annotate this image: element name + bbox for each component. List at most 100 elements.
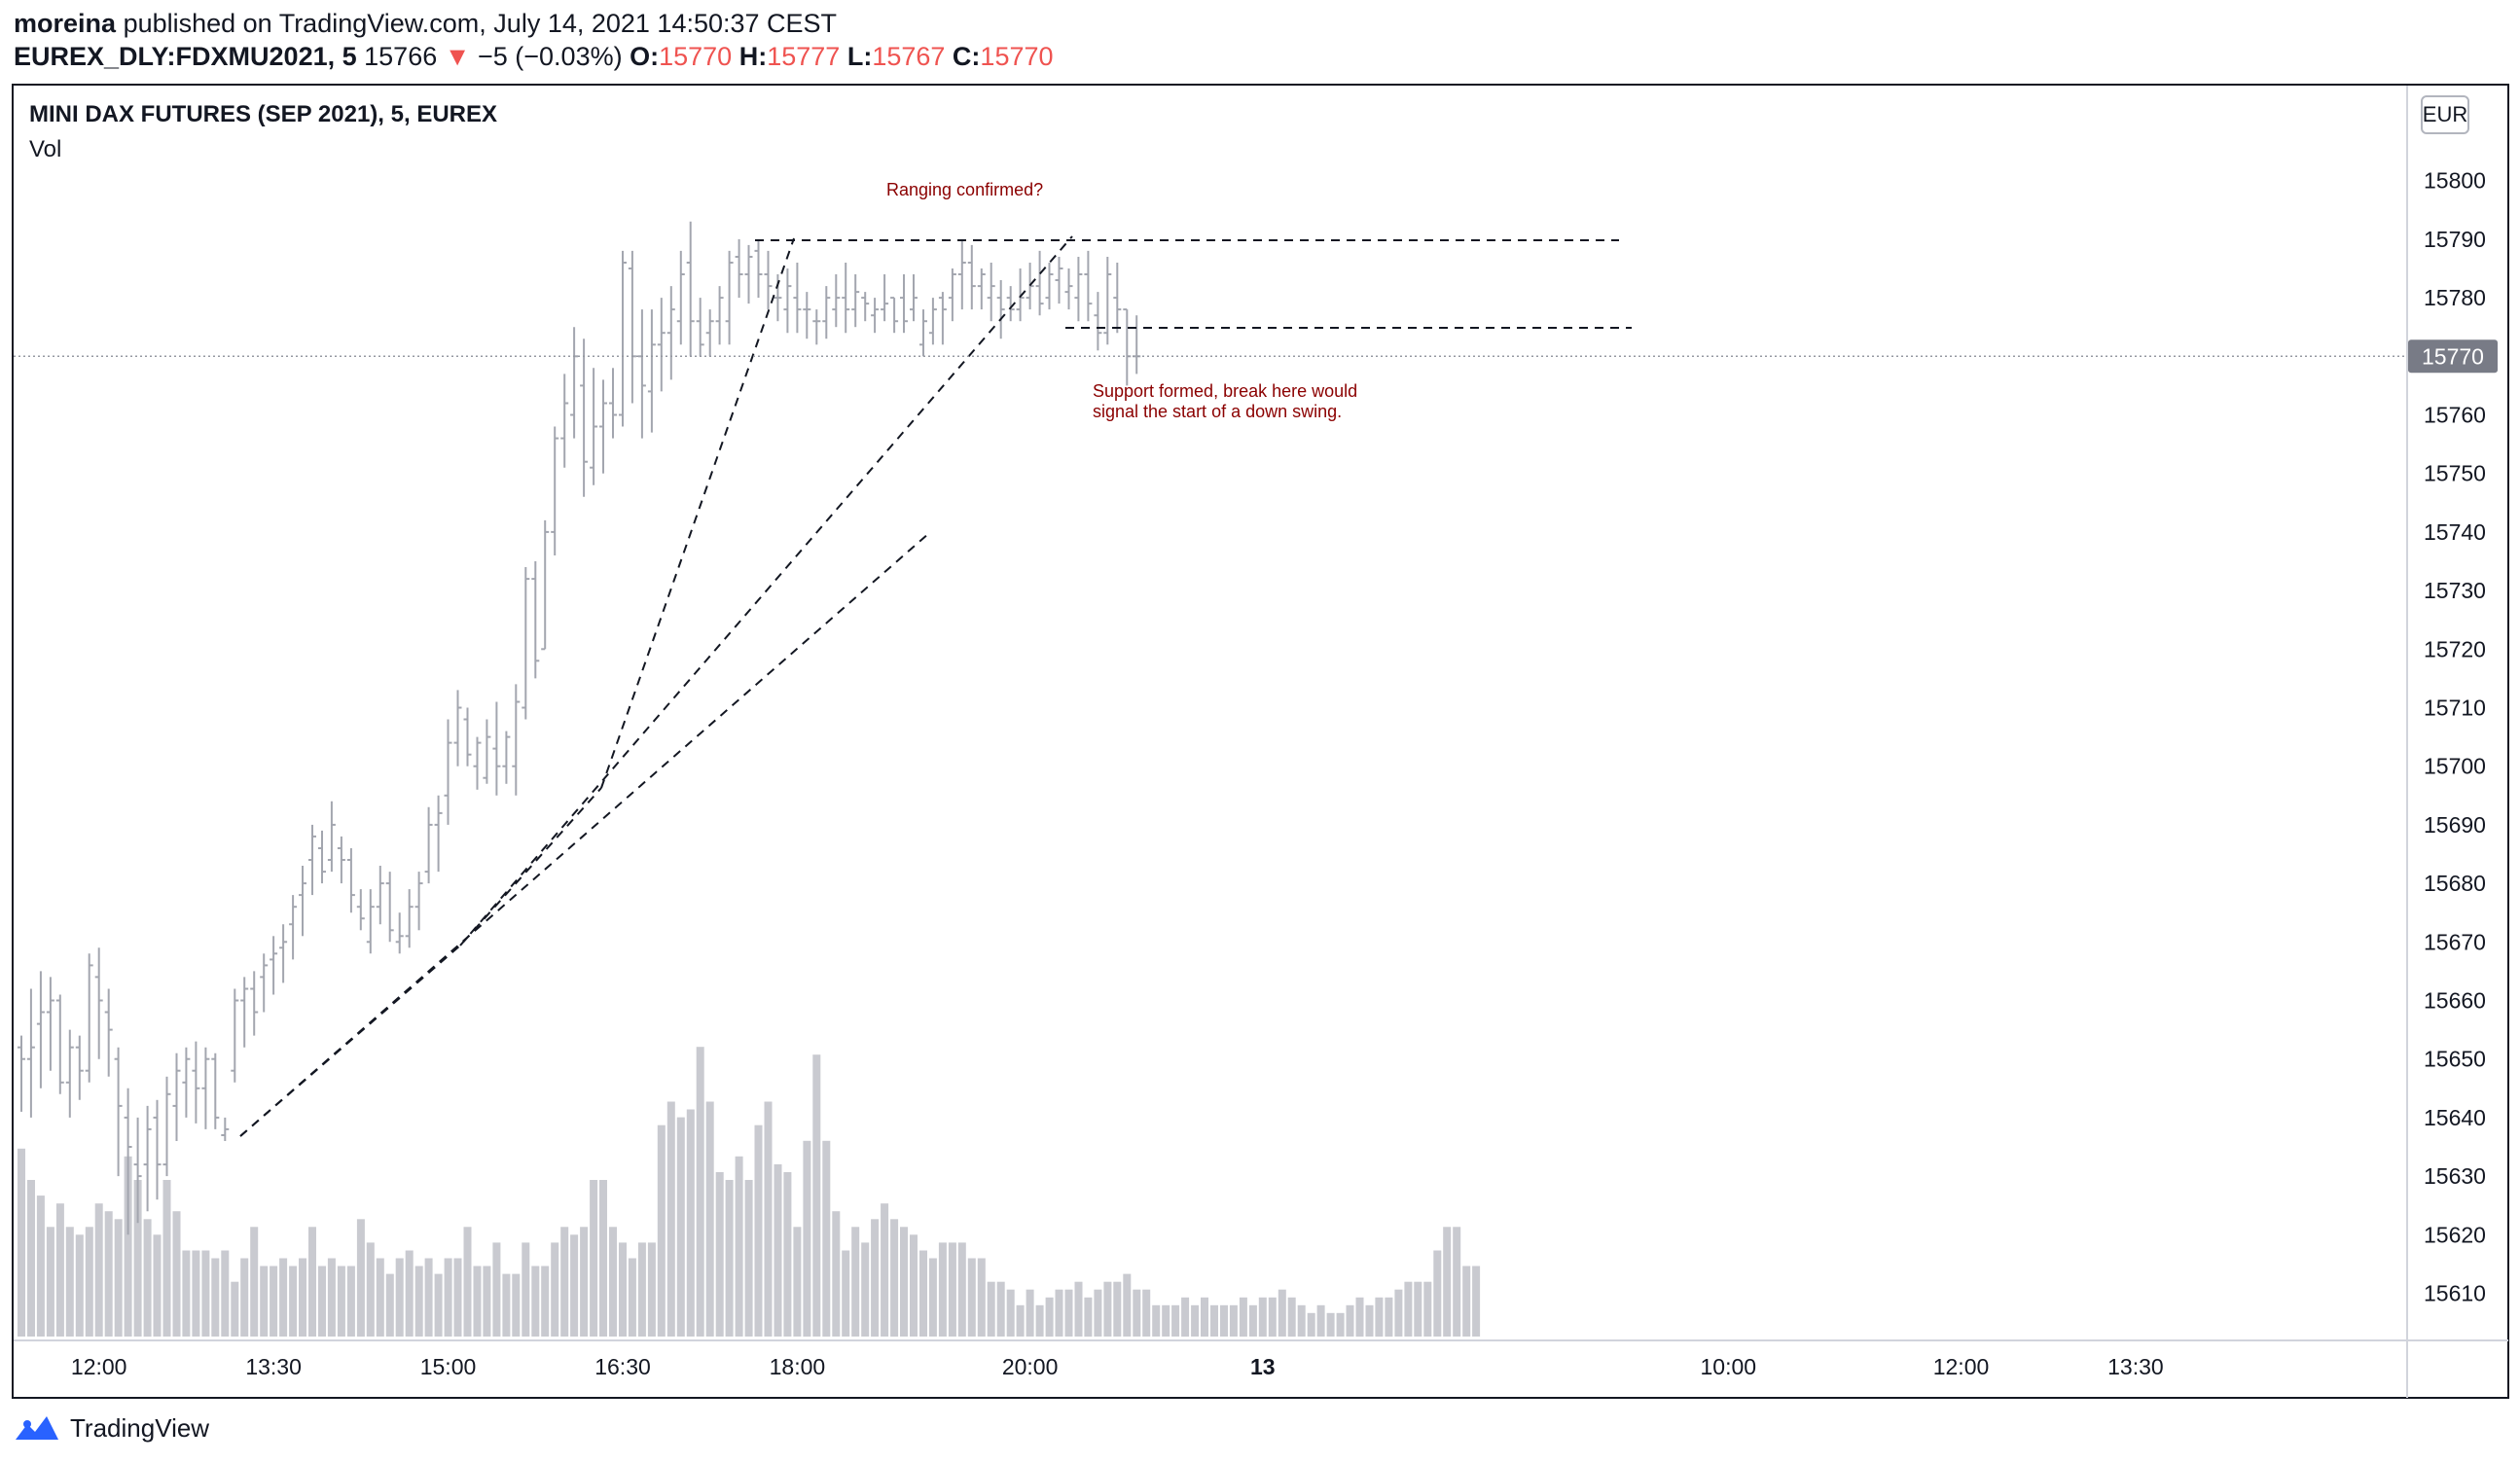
ohlc-bar[interactable] [1084, 250, 1093, 322]
volume-bar[interactable] [1268, 1297, 1277, 1338]
ohlc-bar[interactable] [570, 327, 579, 439]
volume-bar[interactable] [1220, 1304, 1228, 1337]
ohlc-bar[interactable] [376, 866, 384, 925]
volume-bar[interactable] [75, 1234, 84, 1337]
ohlc-bar[interactable] [250, 971, 259, 1036]
ohlc-bar[interactable] [1123, 308, 1132, 386]
volume-bar[interactable] [1336, 1312, 1345, 1337]
volume-bar[interactable] [1152, 1304, 1161, 1337]
volume-bar[interactable] [337, 1266, 345, 1338]
volume-bar[interactable] [1316, 1304, 1325, 1337]
volume-bar[interactable] [1094, 1289, 1102, 1337]
ohlc-bar[interactable] [94, 947, 103, 1059]
ohlc-bar[interactable] [260, 953, 269, 1013]
ohlc-bar[interactable] [890, 297, 899, 334]
ohlc-bar[interactable] [46, 977, 54, 1071]
ohlc-bar[interactable] [822, 286, 831, 339]
volume-bar[interactable] [1084, 1297, 1093, 1338]
volume-bar[interactable] [696, 1047, 704, 1337]
ohlc-bar[interactable] [647, 309, 656, 433]
ohlc-bar[interactable] [231, 988, 239, 1083]
chart-legend-title[interactable]: MINI DAX FUTURES (SEP 2021), 5, EUREX [29, 101, 498, 127]
volume-bar[interactable] [938, 1242, 947, 1337]
volume-bar[interactable] [308, 1227, 316, 1337]
volume-bar[interactable] [1045, 1297, 1054, 1338]
volume-bar[interactable] [1133, 1289, 1141, 1337]
ohlc-bar[interactable] [270, 936, 278, 995]
volume-bar[interactable] [1016, 1304, 1025, 1337]
volume-bar[interactable] [1453, 1227, 1461, 1337]
volume-bar[interactable] [512, 1273, 521, 1337]
volume-bar[interactable] [705, 1101, 714, 1338]
ohlc-bar[interactable] [405, 889, 414, 948]
volume-bar[interactable] [987, 1281, 995, 1337]
volume-bar[interactable] [424, 1258, 433, 1338]
ohlc-bar[interactable] [483, 719, 491, 784]
ohlc-bar[interactable] [85, 953, 93, 1083]
ohlc-bar[interactable] [764, 250, 773, 310]
ohlc-bar[interactable] [928, 298, 937, 345]
ohlc-bar[interactable] [221, 1117, 230, 1141]
volume-bar[interactable] [609, 1227, 617, 1337]
ohlc-bar[interactable] [1016, 268, 1025, 322]
volume-bar[interactable] [46, 1227, 54, 1337]
ohlc-bar[interactable] [938, 292, 947, 345]
volume-bar[interactable] [366, 1242, 375, 1337]
volume-bar[interactable] [812, 1054, 821, 1337]
ohlc-bar[interactable] [1094, 292, 1102, 351]
volume-bar[interactable] [1443, 1227, 1452, 1337]
volume-bar[interactable] [1074, 1281, 1083, 1337]
volume-bar[interactable] [948, 1242, 956, 1337]
volume-bar[interactable] [977, 1258, 986, 1338]
volume-bar[interactable] [628, 1258, 636, 1338]
volume-bar[interactable] [764, 1101, 773, 1338]
volume-bar[interactable] [619, 1242, 627, 1337]
volume-bar[interactable] [599, 1180, 607, 1337]
volume-bar[interactable] [124, 1156, 132, 1337]
volume-bar[interactable] [192, 1250, 200, 1338]
ohlc-bar[interactable] [289, 895, 298, 960]
ohlc-bar[interactable] [356, 889, 365, 931]
volume-bar[interactable] [842, 1250, 850, 1338]
volume-bar[interactable] [541, 1266, 550, 1338]
volume-bar[interactable] [793, 1227, 802, 1337]
volume-bar[interactable] [1404, 1281, 1413, 1337]
volume-bar[interactable] [1201, 1297, 1208, 1338]
ohlc-bar[interactable] [977, 268, 986, 310]
volume-bar[interactable] [1423, 1281, 1432, 1337]
ohlc-bar[interactable] [211, 1053, 220, 1129]
volume-bar[interactable] [676, 1117, 685, 1337]
ohlc-bar[interactable] [744, 244, 753, 304]
volume-bar[interactable] [289, 1266, 298, 1338]
ohlc-bar[interactable] [366, 889, 375, 954]
volume-bar[interactable] [1210, 1304, 1218, 1337]
ohlc-bar[interactable] [1045, 263, 1054, 310]
volume-bar[interactable] [104, 1211, 113, 1337]
volume-bar[interactable] [715, 1172, 724, 1337]
volume-bar[interactable] [531, 1266, 540, 1338]
volume-bar[interactable] [356, 1219, 365, 1338]
ohlc-bar[interactable] [192, 1041, 200, 1124]
volume-bar[interactable] [1239, 1297, 1247, 1338]
ohlc-bar[interactable] [512, 684, 521, 796]
ohlc-bar[interactable] [65, 1029, 74, 1118]
volume-bar[interactable] [1026, 1289, 1034, 1337]
ohlc-bar[interactable] [444, 719, 452, 825]
ohlc-bar[interactable] [172, 1053, 181, 1141]
ohlc-bar[interactable] [162, 1076, 171, 1177]
ohlc-bar[interactable] [104, 988, 113, 1077]
volume-bar[interactable] [1346, 1304, 1354, 1337]
volume-bar[interactable] [143, 1219, 152, 1338]
ohlc-bar[interactable] [967, 244, 976, 310]
volume-bar[interactable] [299, 1258, 306, 1338]
volume-bar[interactable] [666, 1101, 675, 1338]
annotation-ranging[interactable]: Ranging confirmed? [886, 180, 1043, 199]
volume-bar[interactable] [153, 1234, 162, 1337]
annotation-support-line2[interactable]: signal the start of a down swing. [1093, 402, 1342, 421]
ohlc-bar[interactable] [143, 1105, 152, 1212]
volume-bar[interactable] [55, 1203, 64, 1337]
volume-bar[interactable] [1162, 1304, 1170, 1337]
volume-bar[interactable] [85, 1227, 93, 1337]
ohlc-bar[interactable] [55, 994, 64, 1094]
volume-bar[interactable] [231, 1281, 239, 1337]
